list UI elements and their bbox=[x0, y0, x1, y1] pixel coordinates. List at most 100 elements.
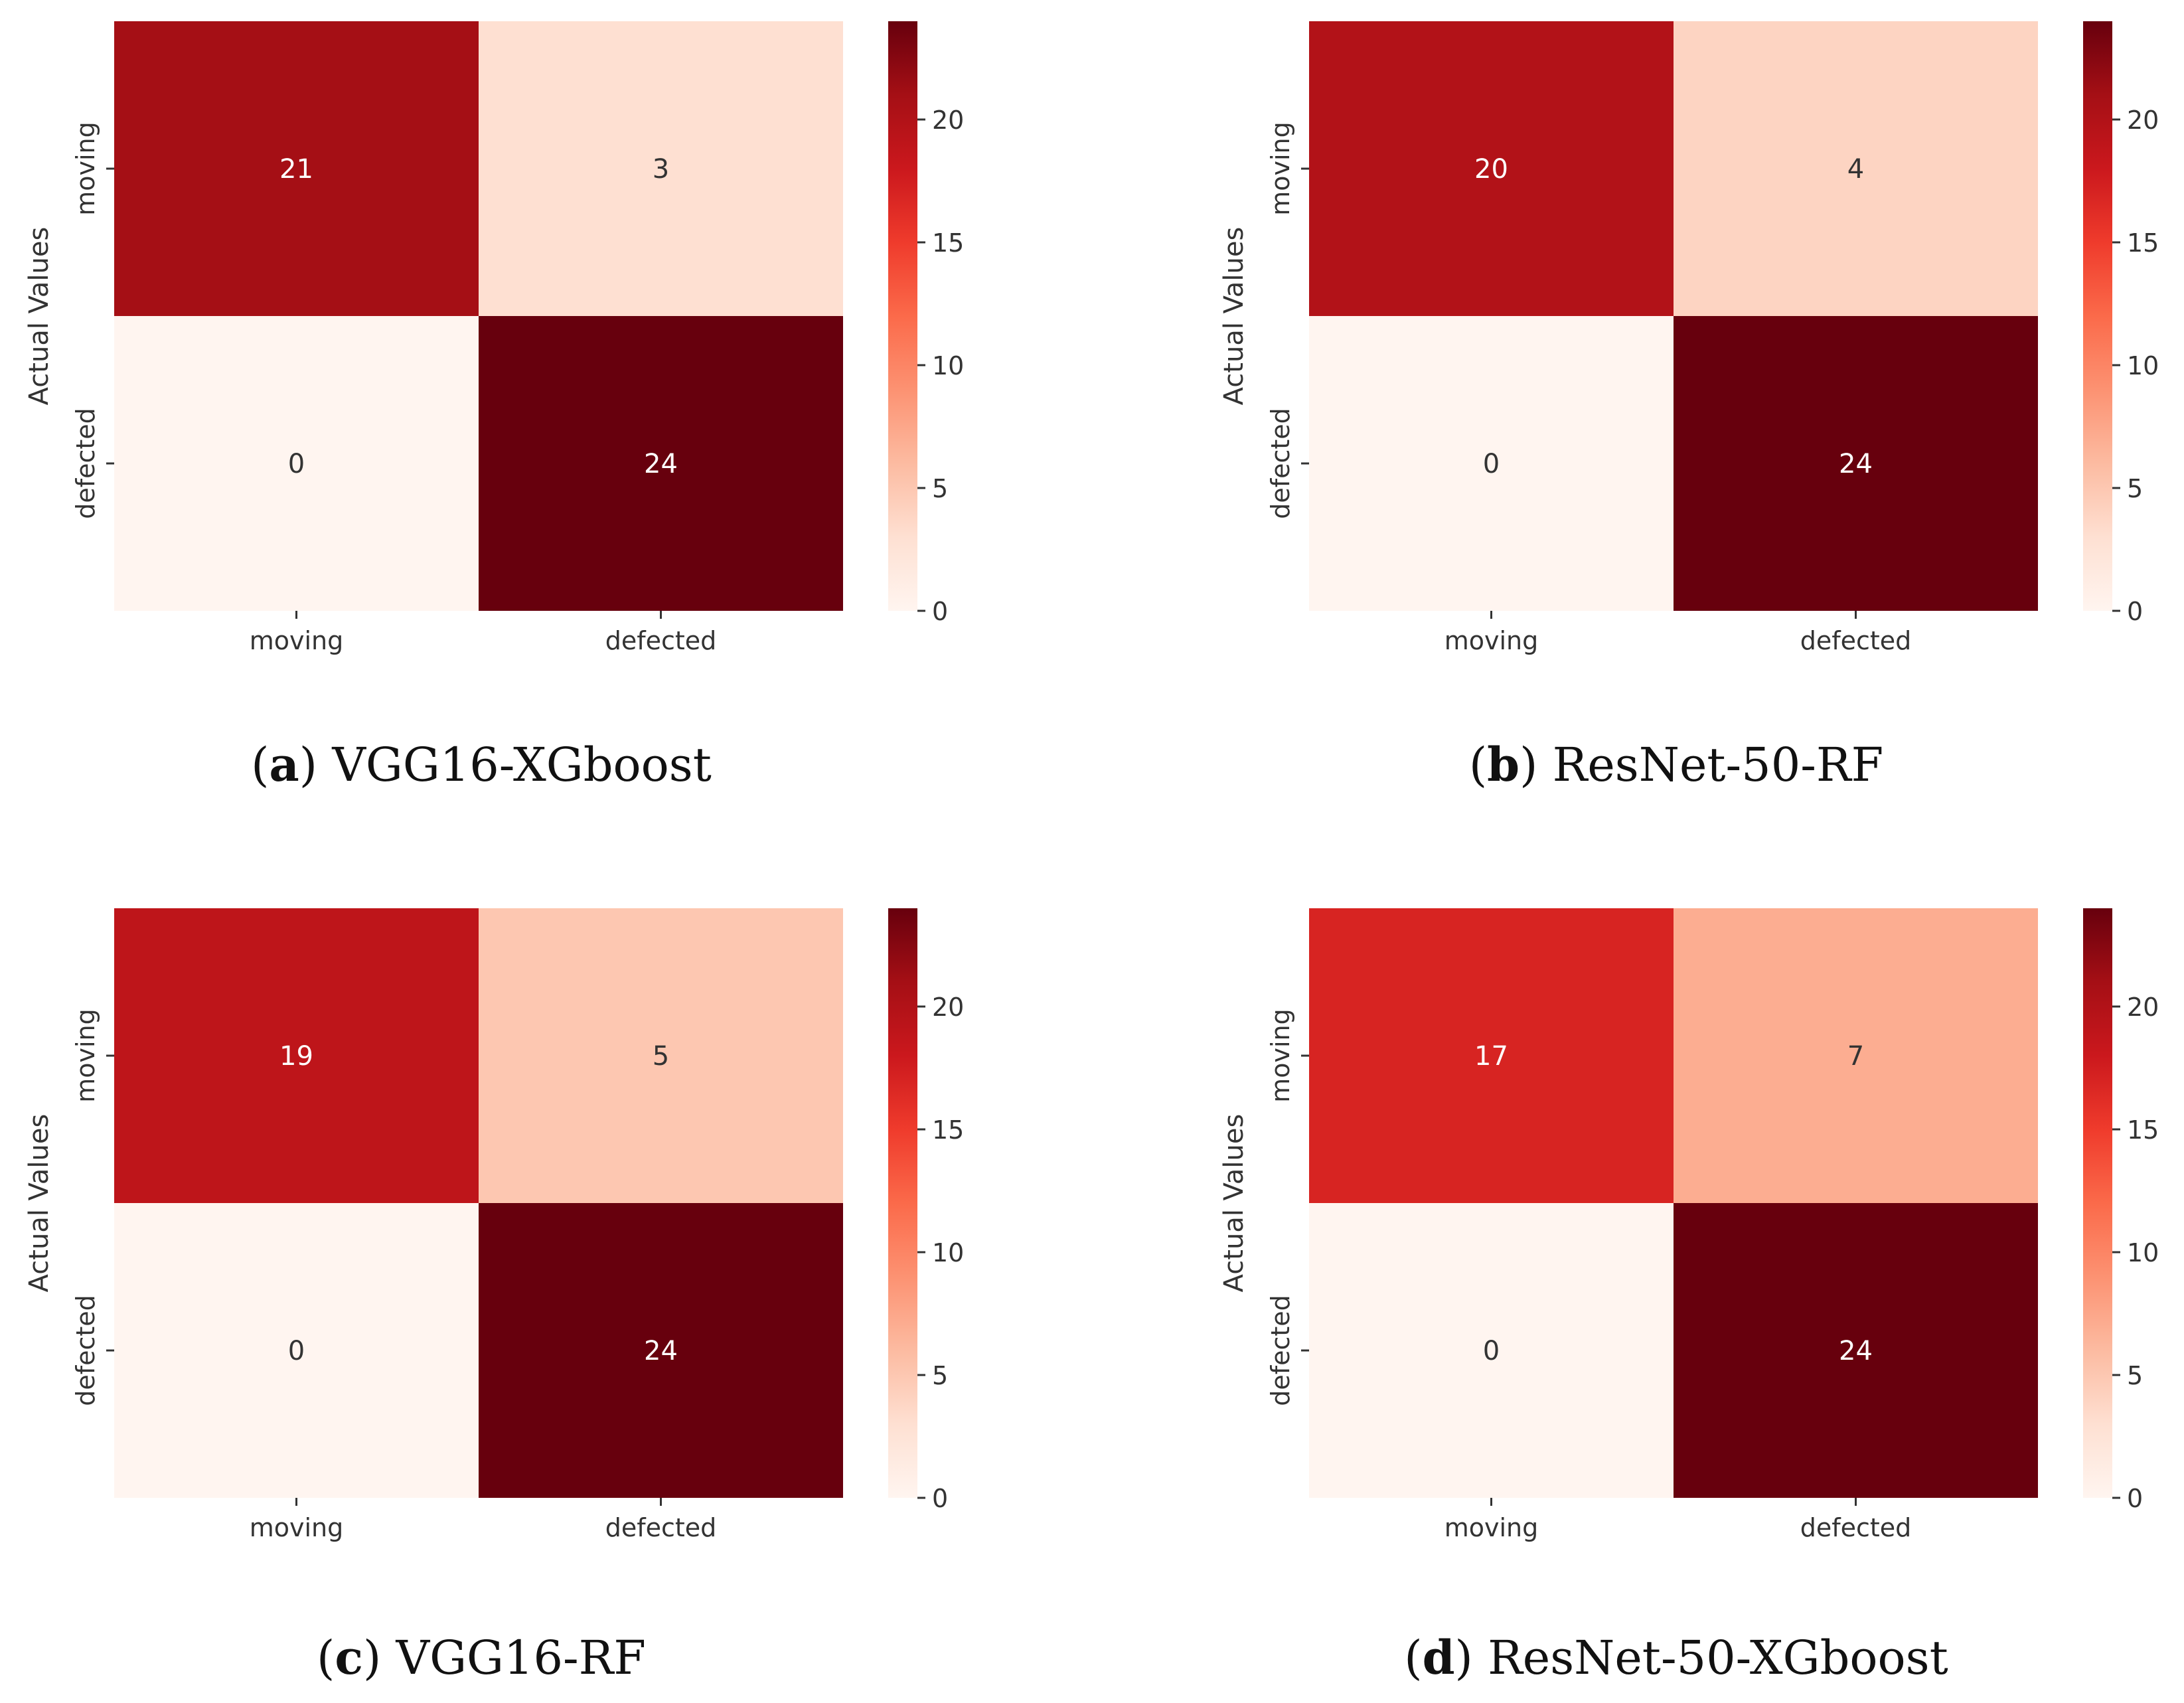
caption-paren: ) bbox=[1520, 738, 1553, 792]
heatmap-cell bbox=[114, 21, 479, 316]
heatmap-cell bbox=[479, 1203, 843, 1498]
heatmap-cell bbox=[1674, 21, 2038, 316]
caption-paren: ) bbox=[1454, 1631, 1488, 1685]
cell-value-label: 7 bbox=[1847, 1041, 1864, 1072]
cell-value-label: 17 bbox=[1474, 1041, 1508, 1072]
heatmap-cell bbox=[1674, 908, 2038, 1203]
caption-paren: ) bbox=[362, 1631, 396, 1685]
y-axis-title: Actual Values bbox=[1219, 227, 1249, 406]
caption-letter: a bbox=[269, 737, 299, 792]
x-tick-label: moving bbox=[1444, 626, 1539, 655]
heatmap-cell bbox=[114, 908, 479, 1203]
colorbar-tick-label: 15 bbox=[2127, 1115, 2159, 1145]
caption-paren: ) bbox=[299, 738, 333, 792]
colorbar-tick-label: 5 bbox=[2127, 474, 2143, 503]
cell-value-label: 19 bbox=[279, 1041, 313, 1072]
colorbar bbox=[888, 908, 917, 1498]
x-tick-label: moving bbox=[1444, 1513, 1539, 1542]
caption-text: VGG16-RF bbox=[396, 1631, 646, 1685]
cell-value-label: 0 bbox=[288, 1336, 305, 1366]
y-axis-title: Actual Values bbox=[24, 1114, 54, 1293]
figure-caption-a: (a) VGG16-XGboost bbox=[0, 737, 963, 792]
x-axis-title: Predicted Values bbox=[368, 663, 588, 664]
cell-value-label: 21 bbox=[279, 154, 313, 185]
confusion-matrix-a: 21 3 0 24 moving defected moving defected Predic… bbox=[24, 21, 964, 664]
y-tick-label: defected bbox=[71, 408, 100, 519]
x-axis-title: Predicted Values bbox=[1563, 1550, 1783, 1551]
caption-paren: ( bbox=[1468, 738, 1488, 792]
heatmap-cell bbox=[479, 21, 843, 316]
cell-value-label: 24 bbox=[1839, 449, 1873, 479]
y-tick-label: moving bbox=[1266, 1009, 1295, 1103]
colorbar-tick-label: 5 bbox=[932, 1361, 948, 1390]
y-tick-label: moving bbox=[71, 122, 100, 216]
heatmap-cell bbox=[1674, 1203, 2038, 1498]
heatmap-cell bbox=[114, 1203, 479, 1498]
cell-value-label: 0 bbox=[1483, 1336, 1500, 1366]
colorbar-tick-label: 0 bbox=[932, 1484, 948, 1513]
colorbar-tick-label: 20 bbox=[2127, 993, 2159, 1022]
x-tick-label: defected bbox=[1800, 1513, 1912, 1542]
y-axis-title: Actual Values bbox=[1219, 1114, 1249, 1293]
heatmap-cell bbox=[479, 316, 843, 611]
colorbar-tick-label: 0 bbox=[2127, 1484, 2143, 1513]
colorbar-tick-label: 20 bbox=[932, 106, 964, 135]
heatmap-cell bbox=[1309, 316, 1674, 611]
cell-value-label: 0 bbox=[288, 449, 305, 479]
colorbar-tick-label: 0 bbox=[2127, 597, 2143, 626]
x-tick-label: defected bbox=[605, 1513, 717, 1542]
caption-letter: d bbox=[1422, 1630, 1455, 1685]
x-tick-label: defected bbox=[605, 626, 717, 655]
colorbar bbox=[888, 21, 917, 611]
figure-caption-c: (c) VGG16-RF bbox=[0, 1630, 963, 1685]
colorbar-tick-label: 10 bbox=[2127, 351, 2159, 380]
colorbar bbox=[2083, 908, 2112, 1498]
caption-text: ResNet-50-RF bbox=[1552, 738, 1884, 792]
figure-caption-d: (d) ResNet-50-XGboost bbox=[1195, 1630, 2157, 1685]
confusion-matrix-d: 17 7 0 24 moving defected moving defected Predic… bbox=[1219, 908, 2159, 1551]
heatmap-cell bbox=[114, 316, 479, 611]
colorbar-tick-label: 0 bbox=[932, 597, 948, 626]
y-tick-label: defected bbox=[1266, 1295, 1295, 1406]
x-axis-title: Predicted Values bbox=[1563, 663, 1783, 664]
cell-value-label: 24 bbox=[644, 449, 678, 479]
y-tick-label: defected bbox=[71, 1295, 100, 1406]
heatmap-cell bbox=[1309, 1203, 1674, 1498]
y-tick-label: moving bbox=[71, 1009, 100, 1103]
colorbar-tick-label: 5 bbox=[2127, 1361, 2143, 1390]
x-tick-label: moving bbox=[250, 626, 344, 655]
caption-text: VGG16-XGboost bbox=[332, 738, 712, 792]
figure-caption-b: (b) ResNet-50-RF bbox=[1195, 737, 2157, 792]
y-axis-title: Actual Values bbox=[24, 227, 54, 406]
colorbar-tick-label: 20 bbox=[2127, 106, 2159, 135]
x-axis-title: Predicted Values bbox=[368, 1550, 588, 1551]
y-tick-label: moving bbox=[1266, 122, 1295, 216]
caption-text: ResNet-50-XGboost bbox=[1488, 1631, 1948, 1685]
colorbar-tick-label: 15 bbox=[932, 228, 964, 258]
cell-value-label: 24 bbox=[1839, 1336, 1873, 1366]
x-tick-label: moving bbox=[250, 1513, 344, 1542]
cell-value-label: 4 bbox=[1847, 154, 1864, 185]
cell-value-label: 0 bbox=[1483, 449, 1500, 479]
colorbar-tick-label: 10 bbox=[2127, 1238, 2159, 1267]
heatmap-cell bbox=[479, 908, 843, 1203]
heatmap-cell bbox=[1309, 908, 1674, 1203]
colorbar-tick-label: 20 bbox=[932, 993, 964, 1022]
y-tick-label: defected bbox=[1266, 408, 1295, 519]
caption-paren: ( bbox=[317, 1631, 335, 1685]
colorbar bbox=[2083, 21, 2112, 611]
confusion-matrix-c: 19 5 0 24 moving defected moving defected Predic… bbox=[24, 908, 964, 1551]
cell-value-label: 20 bbox=[1474, 154, 1508, 185]
colorbar-tick-label: 15 bbox=[932, 1115, 964, 1145]
cell-value-label: 24 bbox=[644, 1336, 678, 1366]
colorbar-tick-label: 5 bbox=[932, 474, 948, 503]
heatmap-cell bbox=[1674, 316, 2038, 611]
colorbar-tick-label: 10 bbox=[932, 1238, 964, 1267]
colorbar-tick-label: 15 bbox=[2127, 228, 2159, 258]
caption-paren: ( bbox=[1404, 1631, 1423, 1685]
heatmap-cell bbox=[1309, 21, 1674, 316]
cell-value-label: 5 bbox=[653, 1041, 669, 1072]
confusion-matrix-b: 20 4 0 24 moving defected moving defected Predic… bbox=[1219, 21, 2159, 664]
colorbar-tick-label: 10 bbox=[932, 351, 964, 380]
x-tick-label: defected bbox=[1800, 626, 1912, 655]
